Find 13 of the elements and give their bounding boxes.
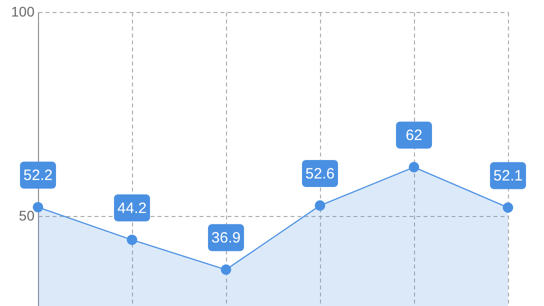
point	[314, 200, 326, 211]
point	[32, 202, 44, 212]
y-tick-label: 50	[18, 208, 35, 224]
point	[220, 264, 232, 275]
data-label: 44.2	[117, 200, 147, 217]
point	[126, 234, 138, 246]
point	[408, 162, 420, 172]
data-label: 36.9	[211, 230, 241, 247]
y-tick-label: 100	[11, 4, 35, 20]
data-label: 52.2	[23, 167, 53, 184]
data-label: 52.1	[493, 168, 523, 185]
data-label: 62	[406, 127, 422, 144]
data-label: 52.6	[305, 166, 335, 183]
